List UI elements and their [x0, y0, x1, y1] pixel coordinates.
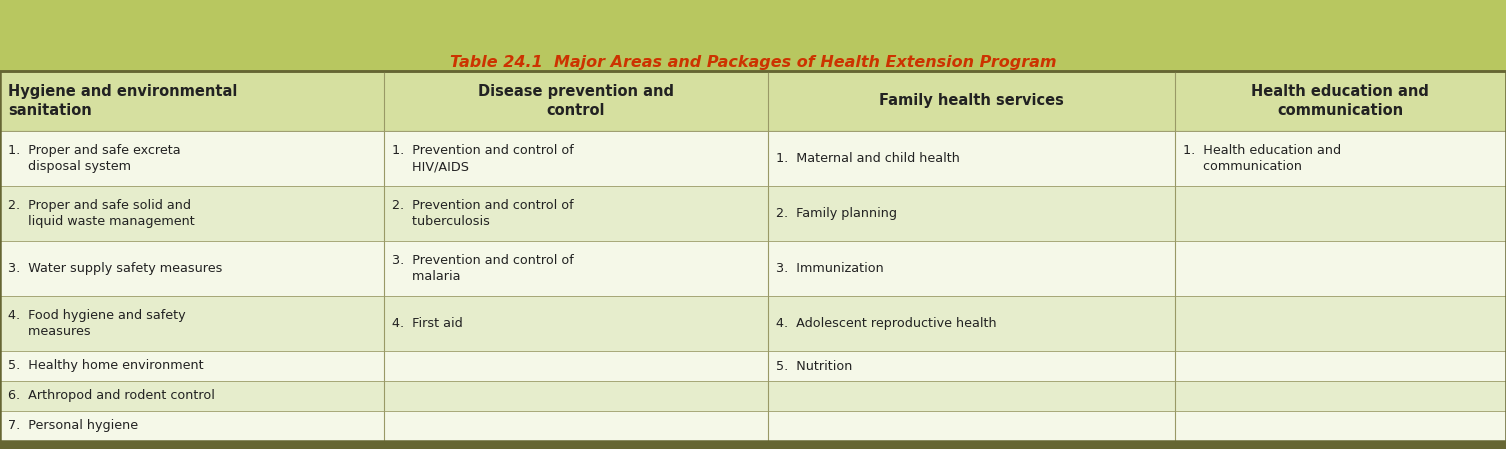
Bar: [0, 411, 1506, 441]
Text: Health education and
communication: Health education and communication: [1251, 84, 1429, 119]
Bar: [0, 296, 1506, 351]
Bar: [0, 351, 1506, 381]
Text: Table 24.1  Major Areas and Packages of Health Extension Program: Table 24.1 Major Areas and Packages of H…: [450, 54, 1056, 70]
Text: 2.  Family planning: 2. Family planning: [776, 207, 898, 220]
Text: 3.  Water supply safety measures: 3. Water supply safety measures: [8, 262, 223, 275]
Bar: [0, 53, 1506, 71]
Text: 7.  Personal hygiene: 7. Personal hygiene: [8, 419, 139, 432]
Text: Hygiene and environmental
sanitation: Hygiene and environmental sanitation: [8, 84, 238, 119]
Text: 4.  First aid: 4. First aid: [392, 317, 462, 330]
Text: 2.  Prevention and control of
     tuberculosis: 2. Prevention and control of tuberculosi…: [392, 199, 574, 228]
Text: 6.  Arthropod and rodent control: 6. Arthropod and rodent control: [8, 389, 215, 402]
Bar: [0, 381, 1506, 411]
Text: Disease prevention and
control: Disease prevention and control: [477, 84, 675, 119]
Bar: [0, 441, 1506, 449]
Bar: [0, 71, 1506, 441]
Text: 1.  Health education and
     communication: 1. Health education and communication: [1182, 144, 1340, 173]
Bar: [0, 241, 1506, 296]
Text: 3.  Immunization: 3. Immunization: [776, 262, 884, 275]
Text: 5.  Healthy home environment: 5. Healthy home environment: [8, 360, 203, 373]
Text: 4.  Food hygiene and safety
     measures: 4. Food hygiene and safety measures: [8, 309, 185, 338]
Bar: [0, 71, 1506, 131]
Text: 1.  Maternal and child health: 1. Maternal and child health: [776, 152, 959, 165]
Text: 1.  Proper and safe excreta
     disposal system: 1. Proper and safe excreta disposal syst…: [8, 144, 181, 173]
Bar: [0, 186, 1506, 241]
Text: 3.  Prevention and control of
     malaria: 3. Prevention and control of malaria: [392, 254, 574, 283]
Text: 4.  Adolescent reproductive health: 4. Adolescent reproductive health: [776, 317, 997, 330]
Text: Family health services: Family health services: [880, 93, 1063, 109]
Text: 1.  Prevention and control of
     HIV/AIDS: 1. Prevention and control of HIV/AIDS: [392, 144, 574, 173]
Bar: [0, 131, 1506, 186]
Text: 5.  Nutrition: 5. Nutrition: [776, 360, 852, 373]
Text: 2.  Proper and safe solid and
     liquid waste management: 2. Proper and safe solid and liquid wast…: [8, 199, 194, 228]
